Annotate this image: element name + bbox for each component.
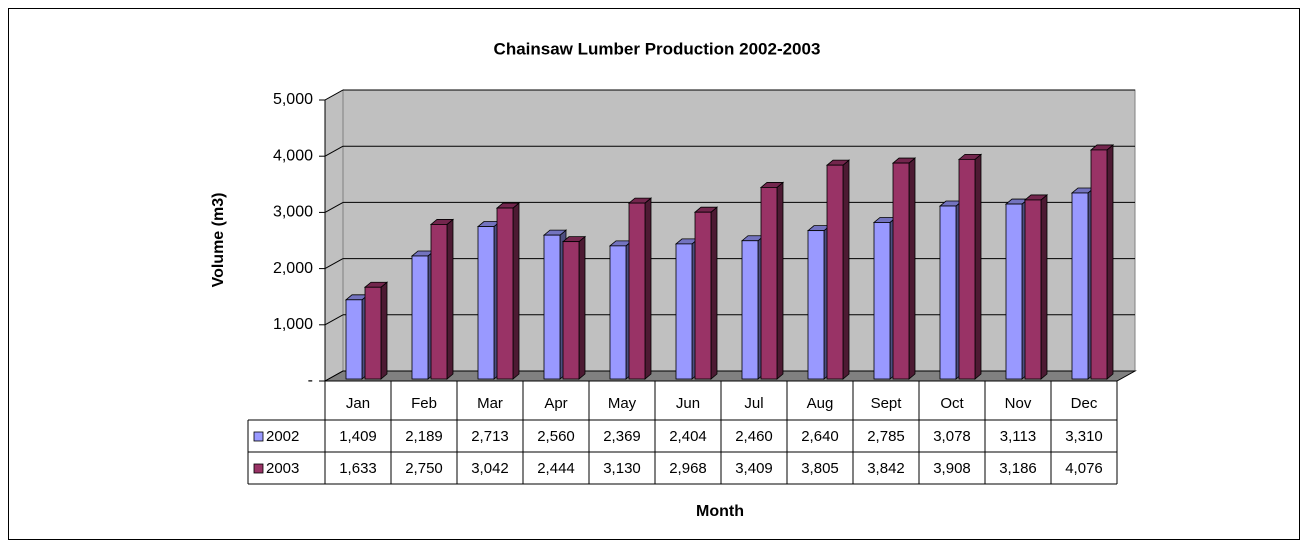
data-label: 2,640 [801, 428, 839, 445]
x-tick-label: Dec [1071, 395, 1098, 412]
bar [430, 224, 448, 380]
bar [364, 286, 382, 380]
bar-side [1106, 144, 1114, 380]
x-tick-label: Jan [346, 395, 370, 412]
y-tick-label: 1,000 [273, 316, 313, 333]
data-label: 2,460 [735, 428, 773, 445]
bar-side [1040, 194, 1048, 380]
bar [628, 202, 646, 380]
bar-side [908, 157, 916, 380]
data-label: 3,130 [603, 460, 641, 477]
bar-side [842, 159, 850, 380]
x-tick-label: Oct [940, 395, 964, 412]
data-label: 2,750 [405, 460, 443, 477]
bar [496, 207, 514, 380]
x-tick-label: May [608, 395, 637, 412]
data-label: 3,186 [999, 460, 1037, 477]
data-label: 1,633 [339, 460, 377, 477]
bar-side [974, 153, 982, 380]
y-axis-title: Volume (m3) [210, 193, 227, 288]
x-tick-label: Mar [477, 395, 503, 412]
data-label: 3,409 [735, 460, 773, 477]
bar [675, 243, 693, 380]
data-label: 2,369 [603, 428, 641, 445]
y-tick-label: 4,000 [273, 147, 313, 164]
side-wall [324, 89, 344, 382]
bar [760, 187, 778, 380]
chart-title: Chainsaw Lumber Production 2002-2003 [494, 39, 821, 58]
y-tick-label: 2,000 [273, 260, 313, 277]
legend-label: 2003 [266, 460, 299, 477]
data-label: 2,713 [471, 428, 509, 445]
bar [1005, 203, 1023, 380]
bar-side [578, 235, 586, 380]
data-label: 3,042 [471, 460, 509, 477]
x-tick-label: Sept [871, 395, 903, 412]
grid-line [324, 89, 344, 101]
data-label: 3,078 [933, 428, 971, 445]
legend-swatch [253, 463, 264, 474]
bar-side [512, 202, 520, 380]
bar [826, 164, 844, 380]
grid-line [324, 258, 344, 270]
bar-side [644, 197, 652, 380]
legend-swatch [253, 431, 264, 442]
bar [1090, 149, 1108, 380]
y-tick-label: 3,000 [273, 204, 313, 221]
data-label: 3,842 [867, 460, 905, 477]
x-tick-label: Jun [676, 395, 700, 412]
bar [873, 222, 891, 380]
data-label: 2,404 [669, 428, 707, 445]
x-tick-label: Apr [544, 395, 567, 412]
data-label: 3,113 [1000, 428, 1036, 445]
bar-side [446, 218, 454, 380]
y-tick-label: 5,000 [273, 91, 313, 108]
bar [958, 158, 976, 380]
x-tick-label: Nov [1005, 395, 1032, 412]
data-label: 4,076 [1065, 460, 1103, 477]
data-label: 2,444 [537, 460, 575, 477]
data-label: 3,805 [801, 460, 839, 477]
grid-line [324, 201, 344, 213]
x-axis-title: Month [696, 503, 744, 520]
bar [807, 230, 825, 380]
data-label: 3,310 [1065, 428, 1103, 445]
bar [939, 205, 957, 380]
bar [1071, 192, 1089, 380]
data-label: 1,409 [339, 428, 377, 445]
grid-line [324, 370, 344, 382]
bar-side [710, 206, 718, 380]
data-label: 2,189 [405, 428, 443, 445]
bar [345, 299, 363, 380]
data-label: 3,908 [933, 460, 971, 477]
data-label: 2,560 [537, 428, 575, 445]
bar [411, 255, 429, 380]
bar-side [380, 281, 388, 380]
bar [609, 245, 627, 380]
bar [543, 234, 561, 380]
y-tick-label: - [308, 372, 313, 389]
bar [477, 226, 495, 380]
x-tick-label: Aug [807, 395, 834, 412]
data-label: 2,785 [867, 428, 905, 445]
legend-label: 2002 [266, 428, 299, 445]
data-label: 2,968 [669, 460, 707, 477]
bar [694, 211, 712, 380]
x-tick-label: Feb [411, 395, 437, 412]
grid-line [324, 145, 344, 157]
bar [1024, 199, 1042, 380]
x-tick-label: Jul [744, 395, 763, 412]
grid-line [324, 314, 344, 326]
bar [741, 240, 759, 380]
bar-side [776, 181, 784, 380]
bar [892, 162, 910, 380]
bar [562, 241, 580, 380]
